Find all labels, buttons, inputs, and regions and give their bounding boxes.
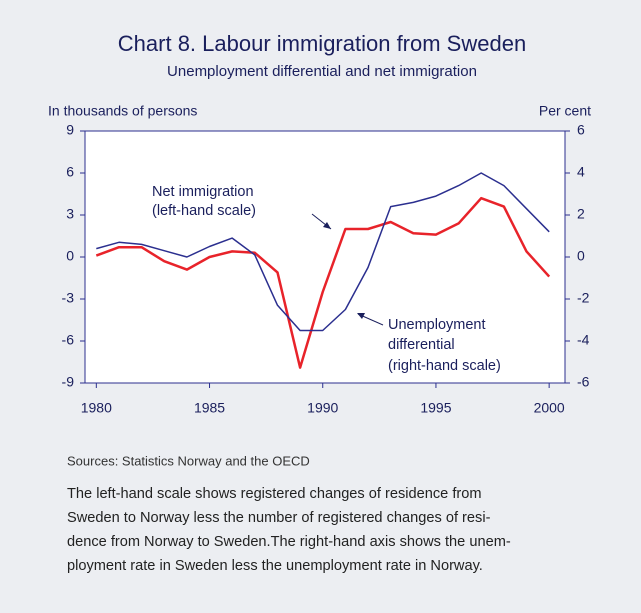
y2-axis-label: Per cent bbox=[539, 103, 591, 119]
arrowhead bbox=[357, 313, 365, 319]
y-tick-label: -6 bbox=[62, 332, 75, 348]
note-line: Sweden to Norway less the number of regi… bbox=[67, 510, 491, 526]
y-tick-label: 0 bbox=[66, 248, 74, 264]
y-tick-label: -9 bbox=[62, 374, 75, 390]
note-line: dence from Norway to Sweden.The right-ha… bbox=[67, 534, 511, 550]
series-line bbox=[96, 172, 550, 332]
x-tick-label: 1980 bbox=[81, 400, 112, 416]
chart-subtitle: Unemployment differential and net immigr… bbox=[167, 63, 477, 80]
y2-tick-label: 2 bbox=[577, 206, 585, 222]
y-axis-label: In thousands of persons bbox=[48, 103, 197, 119]
y2-tick-label: -6 bbox=[577, 374, 590, 390]
x-tick-label: 2000 bbox=[534, 400, 565, 416]
y2-tick-label: 6 bbox=[577, 122, 585, 138]
annotation: (left-hand scale) bbox=[152, 203, 256, 219]
annotation: (right-hand scale) bbox=[388, 358, 501, 374]
y-tick-label: 9 bbox=[66, 122, 74, 138]
y2-tick-label: 0 bbox=[577, 248, 585, 264]
y2-tick-label: -2 bbox=[577, 290, 590, 306]
note-line: The left-hand scale shows registered cha… bbox=[67, 486, 482, 502]
annotation: Unemployment bbox=[388, 317, 486, 333]
y2-tick-label: 4 bbox=[577, 164, 585, 180]
x-tick-label: 1990 bbox=[307, 400, 338, 416]
x-tick-label: 1995 bbox=[420, 400, 451, 416]
x-tick-label: 1985 bbox=[194, 400, 225, 416]
series-line bbox=[95, 196, 551, 369]
y-tick-label: -3 bbox=[62, 290, 75, 306]
source: Sources: Statistics Norway and the OECD bbox=[67, 453, 310, 468]
note-line: ployment rate in Sweden less the unemplo… bbox=[67, 558, 483, 574]
y-tick-label: 3 bbox=[66, 206, 74, 222]
y-tick-label: 6 bbox=[66, 164, 74, 180]
annotation: differential bbox=[388, 337, 455, 353]
annotation: Net immigration bbox=[152, 184, 254, 200]
y2-tick-label: -4 bbox=[577, 332, 590, 348]
plot-area bbox=[84, 130, 566, 384]
arrowhead bbox=[323, 222, 331, 229]
chart-title: Chart 8. Labour immigration from Sweden bbox=[118, 31, 526, 56]
